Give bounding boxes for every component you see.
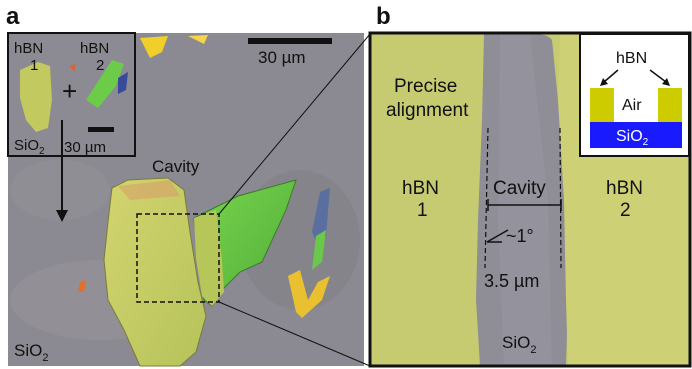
hbn2-label-b-2: 2 xyxy=(620,200,631,221)
schematic-inset: hBN Air SiO2 xyxy=(579,33,690,157)
panel-b-frame xyxy=(368,31,692,368)
width-label: 3.5 µm xyxy=(484,271,539,291)
inset-a: hBN 1 + hBN 2 SiO2 30 µm xyxy=(7,32,136,157)
schematic-arrow-left xyxy=(603,69,619,83)
precise-alignment-2: alignment xyxy=(386,100,469,121)
zoom-connector-bottom xyxy=(218,301,371,367)
inset-hbn1-label-2: 1 xyxy=(30,57,38,74)
hbn2-label-b-1: hBN xyxy=(606,178,643,199)
inset-scale-bar xyxy=(88,127,114,132)
inset-hbn2-flake xyxy=(86,60,124,108)
zoom-connector-top xyxy=(218,33,371,215)
panel-b: b Precise alignment hBN 1 Cavity hBN 2 ~… xyxy=(368,3,692,368)
sio2-label-b: SiO2 xyxy=(502,333,536,356)
stacking-arrow-head xyxy=(56,210,68,222)
angle-line-1 xyxy=(486,229,509,243)
edge-line-right xyxy=(559,127,562,269)
schematic-sio2-label: SiO2 xyxy=(616,128,649,148)
hbn1-label-b-2: 1 xyxy=(417,200,428,221)
flake-top-yellow-2 xyxy=(188,35,208,44)
inset-hbn2-label-2: 2 xyxy=(96,57,104,74)
inset-flake-small xyxy=(118,72,128,94)
flake-top-yellow xyxy=(140,36,168,58)
hbn1-edge-highlight xyxy=(118,180,180,200)
inset-hbn1-label-1: hBN xyxy=(14,40,43,57)
inset-flake-small-2 xyxy=(70,64,76,72)
inset-hbn1-flake xyxy=(20,62,52,132)
inset-hbn2-label-1: hBN xyxy=(80,40,109,57)
scale-bar xyxy=(248,38,332,44)
flake-right-orange xyxy=(288,270,330,318)
schematic-hbn-label: hBN xyxy=(616,50,647,67)
flake-left-orange xyxy=(78,280,86,292)
cavity-label-a: Cavity xyxy=(152,157,200,176)
inset-scale-label: 30 µm xyxy=(64,139,106,156)
precise-alignment-1: Precise xyxy=(394,76,457,97)
schematic-arrowhead-right xyxy=(662,78,670,86)
panel-a-letter: a xyxy=(6,3,20,30)
inset-sio2-label: SiO2 xyxy=(14,137,45,157)
scale-bar-label: 30 µm xyxy=(258,48,306,67)
panel-b-letter: b xyxy=(376,3,391,30)
hbn1-flake xyxy=(103,177,207,367)
schematic-arrow-right xyxy=(649,69,667,83)
inset-plus: + xyxy=(62,76,77,106)
edge-line-left xyxy=(484,127,489,269)
angle-label: ~1° xyxy=(506,226,534,246)
schematic-hbn-right xyxy=(658,88,682,122)
zoom-region-box xyxy=(136,213,220,303)
schematic-air-label: Air xyxy=(622,97,642,114)
panel-a: a hBN 1 + xyxy=(6,3,364,367)
cavity-channel-shade xyxy=(498,34,552,366)
hbn1-label-b-1: hBN xyxy=(402,178,439,199)
schematic-sio2-layer xyxy=(590,122,682,148)
cavity-label-b: Cavity xyxy=(493,178,546,199)
schematic-hbn-left xyxy=(590,88,614,122)
schematic-arrowhead-left xyxy=(600,78,608,86)
flake-right-green xyxy=(312,230,326,270)
hbn2-yellow-part xyxy=(194,210,224,306)
sio2-label-a: SiO2 xyxy=(14,341,48,364)
